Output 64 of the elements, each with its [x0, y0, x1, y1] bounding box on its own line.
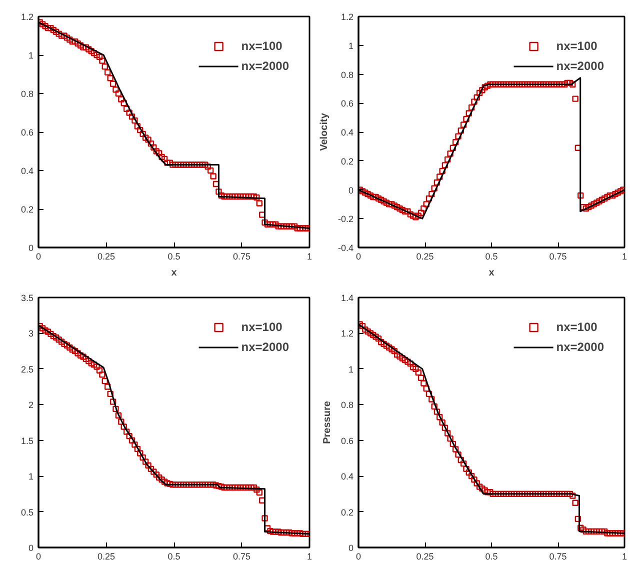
x-tick-label: 0.25 [416, 252, 434, 262]
y-tick-label: 0.2 [340, 156, 354, 166]
x-tick-label: 1 [622, 552, 628, 562]
y-tick-label: 1.2 [340, 12, 354, 22]
x-tick-label: 0.5 [485, 552, 498, 562]
legend-label: nx=2000 [241, 59, 289, 73]
y-tick-label: 0.8 [340, 400, 354, 410]
y-tick-label: 0.8 [20, 89, 34, 99]
legend-label: nx=2000 [556, 340, 604, 354]
y-tick-label: 2 [28, 400, 34, 410]
y-tick-label: 0.8 [340, 70, 354, 80]
y-tick-label: 0.6 [340, 98, 354, 109]
x-tick-label: 1 [306, 552, 312, 562]
x-tick-label: 0 [356, 552, 362, 562]
y-tick-label: 0 [348, 543, 354, 553]
x-tick-label: 1 [622, 252, 628, 262]
x-tick-label: 0.75 [232, 552, 251, 562]
legend-label: nx=100 [556, 320, 598, 334]
x-tick-label: 0 [356, 252, 362, 262]
legend-label: nx=100 [556, 39, 598, 53]
y-tick-label: 0 [28, 243, 34, 253]
y-tick-label: 1.4 [340, 293, 354, 303]
y-tick-label: 3.5 [20, 293, 34, 303]
legend-label: nx=100 [241, 320, 282, 334]
y-tick-label: 1 [28, 472, 34, 482]
legend-label: nx=100 [241, 39, 282, 53]
x-tick-label: 0.5 [168, 252, 180, 262]
y-tick-label: 1.2 [20, 12, 34, 22]
x-axis-title: x [488, 268, 495, 278]
y-tick-label: 0 [28, 543, 34, 553]
y-tick-label: 0.6 [340, 436, 354, 446]
x-tick-label: 0.75 [549, 552, 567, 562]
x-tick-label: 0.5 [485, 252, 498, 262]
x-tick-label: 0.25 [416, 552, 434, 562]
x-tick-label: 0 [36, 552, 42, 562]
legend-label: nx=2000 [556, 59, 604, 73]
y-tick-label: 0.5 [20, 507, 34, 518]
y-tick-label: 1.5 [20, 436, 34, 446]
y-tick-label: 1 [28, 50, 34, 60]
y-tick-label: 0 [348, 185, 354, 196]
x-axis-title: x [171, 268, 178, 278]
y-tick-label: -0.2 [338, 214, 354, 224]
legend-label: nx=2000 [241, 340, 289, 354]
x-tick-label: 0.75 [232, 252, 251, 262]
y-tick-label: 0.4 [20, 166, 34, 176]
y-tick-label: 0.2 [340, 507, 354, 518]
y-tick-label: 2.5 [20, 364, 34, 374]
y-tick-label: 1 [348, 40, 354, 51]
y-tick-label: 0.2 [20, 204, 34, 214]
y-tick-label: -0.4 [338, 243, 354, 253]
y-tick-label: 0.6 [20, 128, 34, 138]
y-axis-title: Pressure [322, 400, 333, 444]
x-tick-label: 0.25 [97, 252, 116, 262]
y-tick-label: 1.2 [340, 328, 354, 339]
y-tick-label: 1 [348, 364, 354, 374]
x-tick-label: 1 [306, 252, 312, 262]
x-tick-label: 0.5 [168, 552, 180, 562]
x-tick-label: 0.75 [549, 252, 567, 262]
x-tick-label: 0 [36, 252, 42, 262]
y-axis-title: Velocity [318, 112, 330, 151]
y-tick-label: 0.4 [340, 472, 354, 482]
x-tick-label: 0.25 [97, 552, 116, 562]
y-tick-label: 0.4 [340, 128, 354, 138]
y-tick-label: 3 [28, 328, 34, 339]
